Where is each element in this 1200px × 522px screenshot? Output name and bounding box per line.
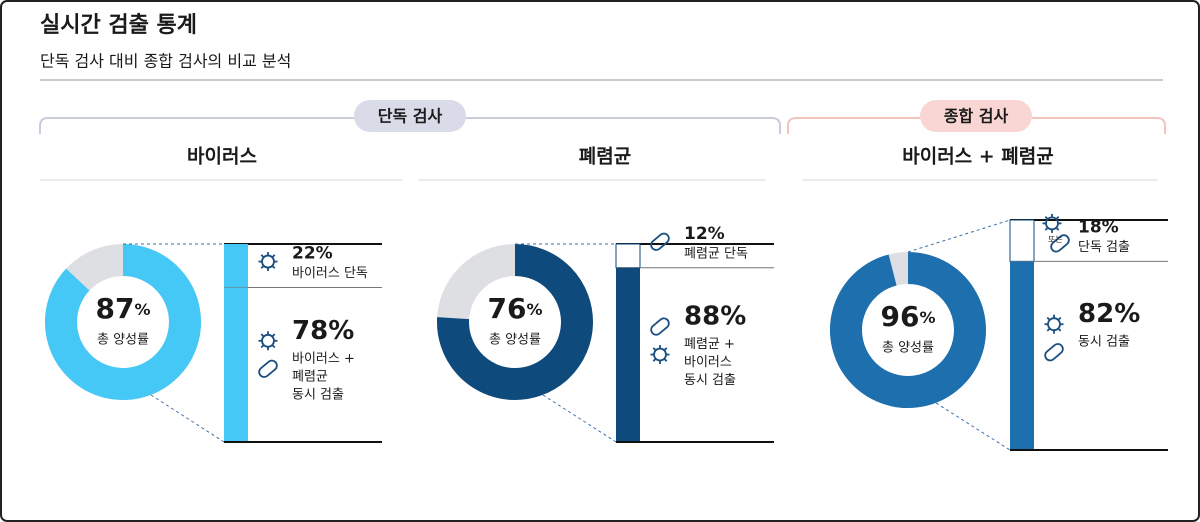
bar-segment [615,243,641,269]
donut-number: 87 [96,292,135,325]
item-value: 18% [1078,217,1119,237]
item-number: 18 [1078,217,1102,237]
item-unit: % [328,315,354,345]
group-pill [354,100,466,132]
item-number: 82 [1078,299,1114,329]
item-number: 22 [292,244,316,264]
bacteria-icon [1050,234,1070,253]
title: 실시간 검출 통계 [40,13,197,38]
virus-icon-spike [1055,216,1060,220]
item-label: 폐렴균 [292,369,328,384]
donut-value: 87% [96,292,151,325]
donut-caption: 총 양성률 [882,341,934,356]
group-label: 단독 검사 [378,107,443,126]
donut-arc [45,244,201,400]
item-label: 바이러스 + [292,351,355,366]
donut-unit: % [134,300,150,319]
panel-title: 바이러스 [187,146,257,168]
item-value: 88% [684,301,746,331]
item-number: 88 [684,301,720,331]
bar-segment [224,287,248,442]
item-label: 폐렴균 단독 [684,246,748,261]
virus-icon-spike [652,347,657,351]
item-value: 78% [292,315,354,345]
donut-caption: 총 양성률 [489,333,541,348]
icon-note: 또는 [1048,235,1063,244]
item-label: 동시 검출 [684,373,736,388]
bacteria-icon [1044,343,1064,362]
virus-icon-spike [271,344,276,349]
virus-icon-spike [663,358,668,362]
virus-icon-spike [1044,227,1049,231]
item-unit: % [1102,217,1119,237]
virus-icon-spike [1046,316,1051,321]
item-unit: % [708,224,725,244]
item-unit: % [1114,299,1140,329]
item-value: 82% [1078,299,1140,329]
virus-icon-spike [271,254,276,258]
donut-caption: 총 양성률 [97,333,149,348]
donut-arc [830,252,986,408]
item-number: 78 [292,315,328,345]
item-value: 12% [684,224,725,244]
virus-icon-spike [260,265,265,269]
subtitle: 단독 검사 대비 종합 검사의 비교 분석 [40,52,291,71]
virus-icon-spike [271,265,276,269]
item-label: 동시 검출 [1078,335,1130,350]
donut-value: 76% [488,292,543,325]
virus-icon-spike [663,347,668,351]
virus-icon-spike [1057,327,1062,332]
connector [935,402,1011,451]
donut-unit: % [526,300,542,319]
item-number: 12 [684,224,708,244]
donut-number: 96 [881,300,920,333]
item-label: 바이러스 단독 [292,266,368,281]
group-label: 종합 검사 [944,107,1009,126]
item-value: 22% [292,244,333,264]
donut-unit: % [919,308,935,327]
item-label: 폐렴균 + [684,337,735,352]
item-label: 단독 검출 [1078,240,1130,255]
item-label: 바이러스 [684,355,732,370]
virus-icon-spike [652,358,657,362]
virus-icon-spike [1046,327,1051,332]
group-pill [920,100,1032,132]
bar-segment [616,267,640,442]
panel-title: 바이러스 + 폐렴균 [902,146,1054,168]
virus-icon-spike [271,333,276,338]
connector [150,394,225,443]
item-label: 동시 검출 [292,387,344,402]
virus-icon-spike [260,333,265,338]
connector [542,394,617,443]
virus-icon-spike [260,254,265,258]
item-unit: % [720,301,746,331]
bar-segment [224,244,248,288]
donut-arc [437,244,593,400]
bacteria-icon [258,359,278,378]
virus-icon-spike [260,344,265,349]
item-unit: % [316,244,333,264]
bar-segment [1010,261,1034,450]
bacteria-icon [650,232,670,251]
virus-icon-spike [1044,216,1049,220]
panel-title: 폐렴균 [579,146,631,168]
donut-value: 96% [881,300,936,333]
virus-icon-spike [1055,227,1060,231]
bar-segment [1009,219,1035,262]
donut-number: 76 [488,292,527,325]
virus-icon-spike [1057,316,1062,321]
bacteria-icon [650,317,670,336]
